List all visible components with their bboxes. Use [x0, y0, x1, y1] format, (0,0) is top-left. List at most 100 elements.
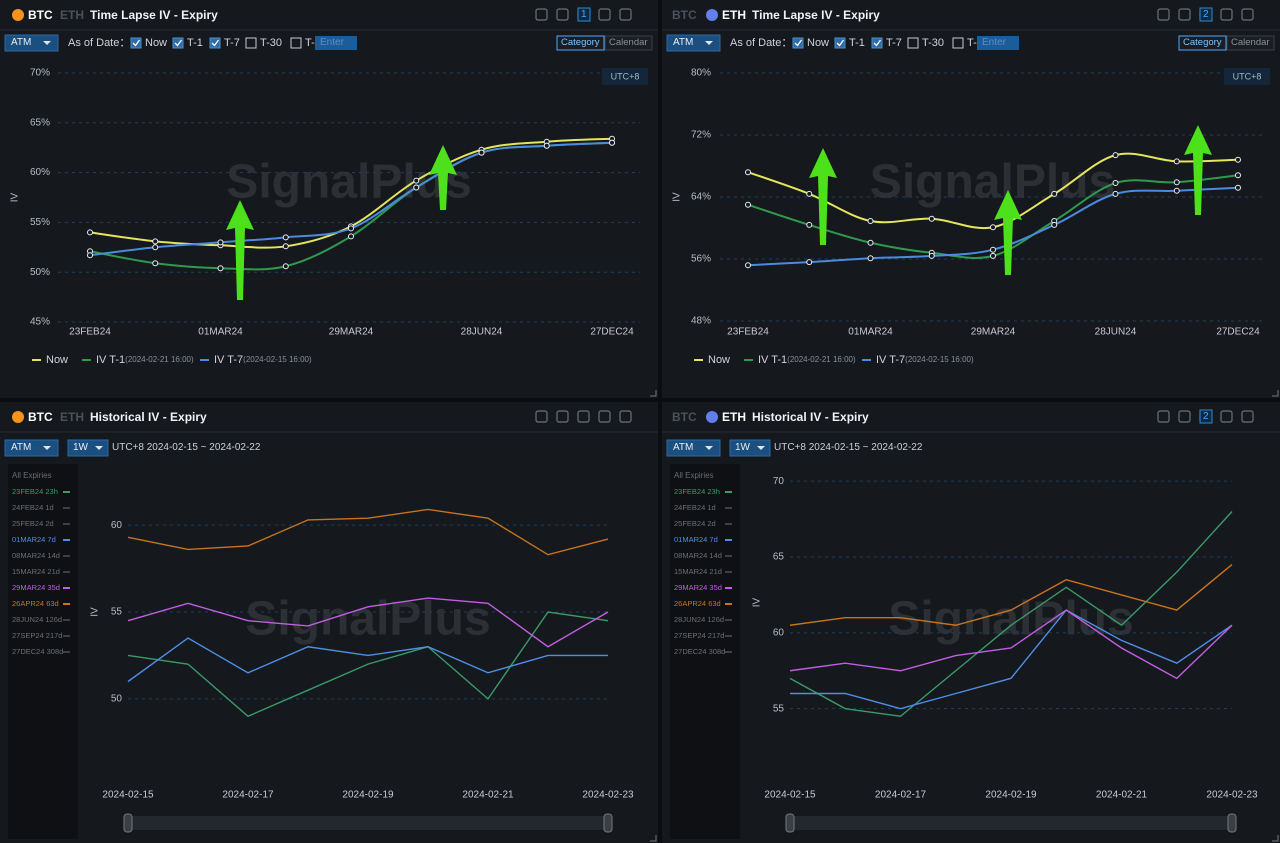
checkbox-label[interactable]: T-7 [224, 37, 240, 49]
y-tick-label: 80% [691, 68, 711, 79]
checkbox-label[interactable]: Now [145, 37, 168, 49]
legend-entry: 26APR24 63d [674, 599, 721, 608]
input-placeholder[interactable]: Enter [982, 37, 1006, 48]
coin-tab[interactable]: BTC [672, 410, 697, 424]
data-point [348, 225, 354, 232]
coin-tab[interactable]: ETH [60, 8, 84, 22]
y-tick-label: 65 [773, 552, 785, 563]
legend-entry: 25FEB24 2d [12, 519, 54, 528]
y-axis-title: IV [672, 192, 683, 202]
badge: 1 [581, 9, 587, 20]
mode-button [604, 35, 653, 51]
tool-icon [535, 8, 548, 21]
date-range: UTC+8 2024-02-15 ~ 2024-02-22 [774, 442, 923, 453]
data-point [152, 260, 159, 267]
timezone-badge [602, 68, 648, 85]
legend-name: IV T-1 [758, 354, 787, 366]
data-point [867, 239, 874, 246]
select-arrow [95, 446, 103, 450]
checkbox-label[interactable]: T- [305, 37, 315, 49]
select-arrow [757, 446, 765, 450]
data-point [87, 229, 93, 236]
legend-name: Now [46, 354, 68, 366]
series-line [127, 637, 608, 683]
x-tick-label: 2024-02-21 [462, 790, 514, 801]
mode-label[interactable]: Category [1183, 37, 1222, 48]
badge: 2 [1203, 9, 1209, 20]
coin-tab[interactable]: BTC [28, 410, 53, 424]
legend-entry: 28JUN24 126d [12, 615, 62, 624]
data-point [990, 246, 996, 253]
period-value[interactable]: 1W [735, 442, 750, 453]
data-point [217, 239, 224, 246]
checkbox-label[interactable]: T-30 [922, 37, 945, 49]
x-tick-label: 2024-02-15 [764, 790, 816, 801]
select-value[interactable]: ATM [673, 37, 694, 48]
y-tick-label: 50 [111, 694, 123, 705]
checkbox [907, 37, 919, 49]
data-point [867, 255, 874, 262]
badge-box [1199, 409, 1213, 424]
period-value[interactable]: 1W [73, 442, 88, 453]
checkbox-label[interactable]: T-1 [187, 37, 203, 49]
legend-entry: 23FEB24 23h [12, 487, 58, 496]
data-point [1112, 180, 1119, 187]
watermark: SignalPlus [888, 593, 1133, 646]
zoom-handle [603, 813, 613, 833]
coin-tab[interactable]: ETH [722, 8, 746, 22]
mode-button [556, 35, 605, 51]
legend-entry: 27DEC24 308d [674, 647, 725, 656]
input-placeholder[interactable]: Enter [320, 37, 344, 48]
mode-label[interactable]: Category [561, 37, 600, 48]
checkbox-label[interactable]: Now [807, 37, 830, 49]
check-mark [174, 39, 183, 47]
select-value[interactable]: ATM [11, 37, 32, 48]
timezone: UTC+8 [1233, 71, 1262, 81]
check-mark [211, 39, 220, 47]
legend-as-of: (2024-02-15 16:00) [905, 355, 974, 364]
x-tick-label: 2024-02-17 [875, 790, 927, 801]
legend-title: All Expiries [674, 471, 714, 480]
legend-name: Now [708, 354, 730, 366]
coin-icon [706, 9, 718, 21]
tool-icon [1157, 410, 1170, 423]
x-tick-label: 27DEC24 [590, 327, 634, 338]
checkbox [130, 37, 142, 49]
x-tick-label: 2024-02-23 [582, 790, 634, 801]
select-arrow [43, 446, 51, 450]
coin-tab[interactable]: ETH [60, 410, 84, 424]
panel-title: Time Lapse IV - Expiry [752, 8, 880, 22]
panel-title: Historical IV - Expiry [90, 410, 207, 424]
coin-tab[interactable]: BTC [28, 8, 53, 22]
legend-as-of: (2024-02-21 16:00) [787, 355, 856, 364]
x-tick-label: 28JUN24 [461, 327, 503, 338]
checkbox-label[interactable]: T-7 [886, 37, 902, 49]
mode-label[interactable]: Calendar [609, 37, 648, 48]
data-point [745, 169, 751, 176]
select-value[interactable]: ATM [673, 442, 694, 453]
select-value[interactable]: ATM [11, 442, 32, 453]
data-point [1235, 172, 1241, 179]
checkbox-label[interactable]: T-1 [849, 37, 865, 49]
coin-tab[interactable]: ETH [722, 410, 746, 424]
data-point [609, 139, 615, 146]
legend-entry: IV T-7(2024-02-15 16:00) [876, 354, 974, 366]
x-tick-label: 29MAR24 [329, 327, 374, 338]
y-axis-title: IV [752, 597, 763, 607]
coin-tab[interactable]: BTC [672, 8, 697, 22]
data-point [282, 234, 289, 241]
zoom-track [790, 816, 1232, 830]
mode-label[interactable]: Calendar [1231, 37, 1270, 48]
series-line [789, 511, 1233, 717]
checkbox [792, 37, 804, 49]
checkbox-label[interactable]: T- [967, 37, 977, 49]
checkbox-label[interactable]: T-30 [260, 37, 283, 49]
legend-entry: 26APR24 63d [12, 599, 59, 608]
y-tick-label: 55% [30, 217, 50, 228]
check-mark [794, 39, 803, 47]
data-point [478, 149, 485, 156]
panel-title: Historical IV - Expiry [752, 410, 869, 424]
legend-entry: 24FEB24 1d [12, 503, 54, 512]
series-line [127, 508, 609, 556]
tool-icon [535, 410, 548, 423]
